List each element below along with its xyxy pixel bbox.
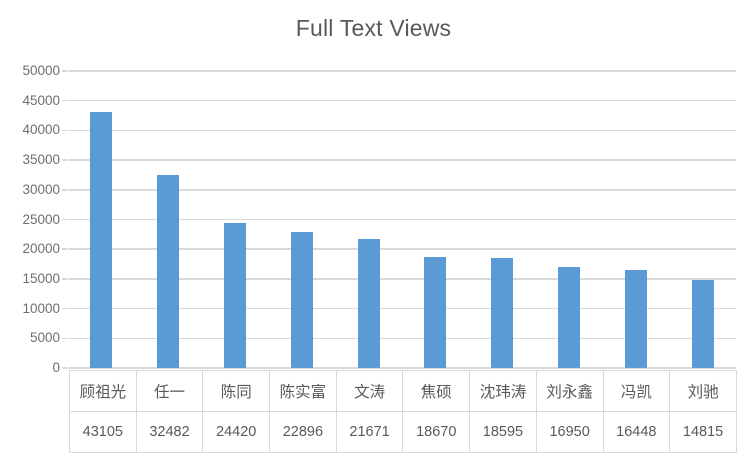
table-cell-value: 22896 [269,411,337,453]
table-cell-value: 18595 [469,411,537,453]
y-axis-tick-label: 40000 [22,122,60,138]
y-axis: 50000 45000 40000 35000 30000 25000 20000 15000… [0,64,67,375]
bar-slot [669,71,736,368]
table-cell-category: 任一 [135,370,204,412]
table-cell-category: 刘永鑫 [535,370,604,412]
table-cell-category: 沈玮涛 [469,370,537,412]
gridline [68,129,736,132]
table-cell-value: 32482 [135,411,204,453]
gridline [68,70,736,72]
bar[interactable] [624,270,647,368]
bar-slot [68,71,135,368]
y-axis-tick-label: 30000 [22,181,60,197]
y-axis-tick-mark [62,159,67,161]
bar[interactable] [424,257,447,368]
y-axis-tick-label: 5000 [29,330,60,346]
y-axis-tick-mark [62,337,67,340]
gridline [68,278,736,280]
bar[interactable] [157,175,180,368]
y-axis-tick-label: 0 [52,360,60,375]
gridline [68,159,736,161]
bar[interactable] [491,257,514,368]
table-cell-value: 16950 [535,411,604,453]
y-axis-tick-label: 10000 [22,300,60,316]
gridline [68,99,736,102]
table-cell-category: 刘驰 [669,370,737,412]
table-row-categories: 顾祖光 任一 陈同 陈实富 文涛 焦硕 沈玮涛 刘永鑫 冯凯 刘驰 [69,370,737,412]
bar[interactable] [223,222,246,368]
y-axis-tick-label: 45000 [22,92,60,108]
table-cell-value: 18670 [402,411,471,453]
table-cell-category: 冯凯 [602,370,671,412]
bar[interactable] [357,239,380,368]
y-axis-tick-mark [62,189,67,191]
table-cell-value: 24420 [202,411,271,453]
table-cell-value: 14815 [669,411,737,453]
bar-slot [135,71,202,368]
table-cell-category: 文涛 [335,370,404,412]
y-axis-tick-label: 50000 [22,63,60,78]
y-axis-tick-mark [62,218,67,221]
data-table: 顾祖光 任一 陈同 陈实富 文涛 焦硕 沈玮涛 刘永鑫 冯凯 刘驰 43105 32482 24420… [69,370,737,453]
table-cell-category: 陈同 [202,370,271,412]
gridline [68,218,736,221]
table-cell-value: 21671 [335,411,404,453]
y-axis-tick-mark [62,70,67,72]
y-axis-tick-label: 35000 [22,152,60,168]
bar-slot [335,71,402,368]
y-axis-tick-label: 25000 [22,211,60,227]
table-cell-category: 顾祖光 [69,370,137,412]
y-axis-tick-mark [62,367,67,369]
bar-slot [202,71,269,368]
bars-layer [68,71,736,368]
y-axis-tick-mark [62,99,67,102]
table-cell-value: 16448 [602,411,671,453]
y-axis-tick-label: 15000 [22,270,60,286]
table-cell-category: 焦硕 [402,370,471,412]
table-row-values: 43105 32482 24420 22896 21671 18670 18595 16950… [69,411,737,453]
bar[interactable] [290,232,313,368]
bar[interactable] [90,111,113,368]
bar-slot [536,71,603,368]
table-cell-category: 陈实富 [269,370,337,412]
table-cell-value: 43105 [69,411,137,453]
y-axis-tick-mark [62,248,67,250]
gridline [68,367,736,369]
y-axis-tick-mark [62,278,67,280]
y-axis-tick-label: 20000 [22,241,60,257]
bar-slot [469,71,536,368]
bar-slot [268,71,335,368]
bar[interactable] [691,280,714,368]
gridline [68,189,736,191]
chart-title: Full Text Views [295,15,452,41]
gridline [68,307,736,310]
bar-slot [402,71,469,368]
gridline [68,248,736,250]
bar-slot [602,71,669,368]
y-axis-tick-mark [62,307,67,310]
gridline [68,337,736,340]
plot-area [68,70,736,369]
y-axis-tick-mark [62,129,67,132]
bar[interactable] [557,267,580,368]
